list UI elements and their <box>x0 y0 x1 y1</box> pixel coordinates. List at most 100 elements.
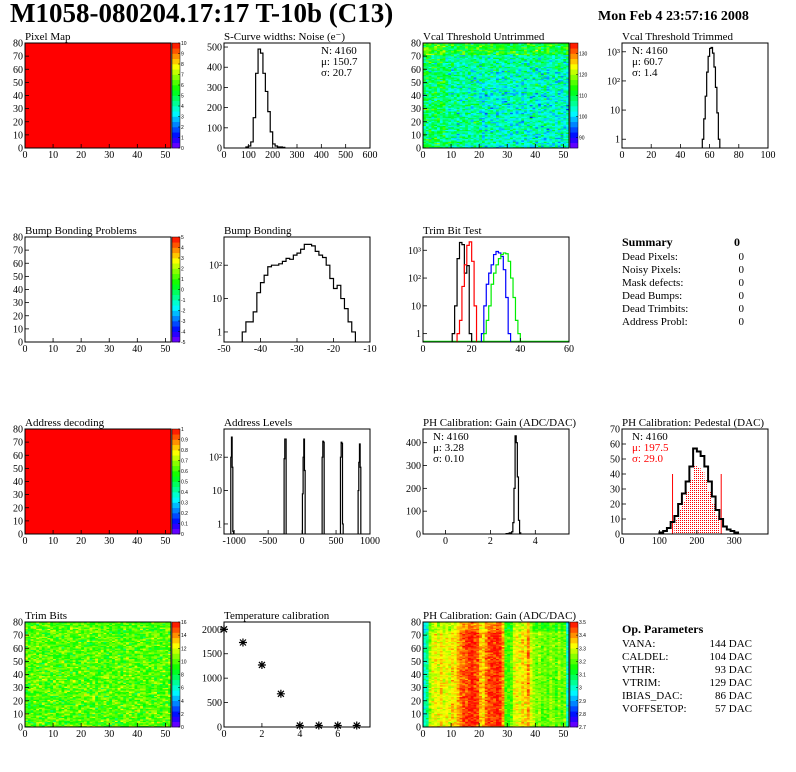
y-tick-label: 40 <box>13 91 23 102</box>
heatmap-cell <box>552 61 556 63</box>
heatmap-cell <box>462 132 466 134</box>
heatmap-cell <box>546 57 550 60</box>
heatmap-cell <box>493 120 497 123</box>
heatmap-cell <box>535 125 539 128</box>
heatmap-cell <box>504 142 508 145</box>
heatmap-cell <box>557 75 561 78</box>
heatmap-cell <box>33 670 37 673</box>
heatmap-cell <box>512 119 516 121</box>
heatmap-cell <box>554 141 559 144</box>
heatmap-cell <box>439 52 443 54</box>
heatmap-cell <box>529 85 533 87</box>
heatmap-cell <box>470 62 474 65</box>
heatmap-cell <box>563 87 567 90</box>
heatmap-cell <box>465 100 469 103</box>
heatmap-cell <box>425 138 429 141</box>
heatmap-cell <box>439 136 443 138</box>
heatmap-cell <box>33 686 37 688</box>
heatmap-cell <box>425 86 429 88</box>
heatmap-cell <box>512 124 516 126</box>
heatmap-cell <box>560 121 564 124</box>
heatmap-cell <box>467 69 472 71</box>
heatmap-cell <box>30 653 34 656</box>
heatmap-cell <box>437 136 441 138</box>
heatmap-cell <box>535 100 539 103</box>
y-tick-label: 10 <box>13 324 23 335</box>
heatmap-cell <box>563 142 567 145</box>
heatmap-cell <box>535 50 539 53</box>
heatmap-cell <box>549 125 553 128</box>
heatmap-cell <box>479 96 483 99</box>
heatmap-cell <box>476 50 480 53</box>
heatmap-cell <box>473 108 477 111</box>
heatmap-cell <box>490 116 494 119</box>
heatmap-cell <box>484 108 488 111</box>
x-tick-label: 0 <box>222 150 227 161</box>
heatmap-cell <box>510 140 514 142</box>
x-tick-label: 0 <box>421 344 426 355</box>
heatmap-cell <box>493 81 497 83</box>
x-tick-label: -30 <box>290 344 303 355</box>
heatmap-cell <box>515 108 519 111</box>
heatmap-cell <box>470 115 474 117</box>
heatmap-cell <box>439 98 443 100</box>
heatmap-cell <box>423 87 427 90</box>
heatmap-cell <box>467 138 472 141</box>
heatmap-cell <box>518 79 522 82</box>
heatmap-cell <box>451 66 455 69</box>
heatmap-cell <box>532 116 536 119</box>
heatmap-cell <box>498 50 502 53</box>
heatmap-cell <box>439 87 443 90</box>
heatmap-cell <box>451 60 455 62</box>
heatmap-cell <box>428 65 432 67</box>
heatmap-cell <box>425 64 429 66</box>
heatmap-cell <box>481 65 486 67</box>
heatmap-cell <box>448 64 452 66</box>
heatmap-cell <box>554 117 559 120</box>
heatmap-cell <box>532 115 536 117</box>
heatmap-cell <box>439 67 443 70</box>
heatmap-cell <box>442 88 446 91</box>
heatmap-cell <box>498 123 502 125</box>
heatmap-cell <box>496 145 500 147</box>
heatmap-cell <box>434 46 438 49</box>
heatmap-cell <box>453 94 457 96</box>
heatmap-cell <box>479 52 483 54</box>
heatmap-cell <box>515 133 519 136</box>
heatmap-cell <box>532 65 536 67</box>
heatmap-cell <box>518 117 522 120</box>
heatmap-cell <box>428 108 432 111</box>
heatmap-cell <box>526 66 530 69</box>
heatmap-cell <box>566 127 569 129</box>
heatmap-cell <box>428 71 432 74</box>
heatmap-cell <box>566 81 569 83</box>
heatmap-cell <box>490 136 494 138</box>
heatmap-cell <box>535 95 539 98</box>
heatmap-cell <box>479 130 483 133</box>
colorbar-tick-label: -4 <box>181 330 186 336</box>
heatmap-cell <box>546 71 550 74</box>
heatmap-cell <box>431 140 435 142</box>
heatmap-cell <box>543 138 547 141</box>
heatmap-cell <box>507 125 511 128</box>
heatmap-cell <box>27 628 31 631</box>
heatmap-cell <box>33 652 37 654</box>
heatmap-cell <box>560 108 564 111</box>
heatmap-cell <box>431 106 435 108</box>
heatmap-cell <box>552 98 556 100</box>
heatmap-cell <box>543 82 547 84</box>
heatmap-cell <box>456 116 460 119</box>
heatmap-cell <box>507 136 511 138</box>
heatmap-cell <box>439 128 443 130</box>
heatmap-cell <box>526 57 530 60</box>
heatmap-cell <box>501 108 505 111</box>
heatmap-cell <box>425 108 429 111</box>
heatmap-cell <box>30 658 34 661</box>
heatmap-cell <box>554 128 559 130</box>
heatmap-cell <box>476 61 480 63</box>
heatmap-cell <box>493 119 497 121</box>
heatmap-cell <box>445 108 449 111</box>
heatmap-cell <box>456 43 460 45</box>
heatmap-cell <box>465 88 469 91</box>
